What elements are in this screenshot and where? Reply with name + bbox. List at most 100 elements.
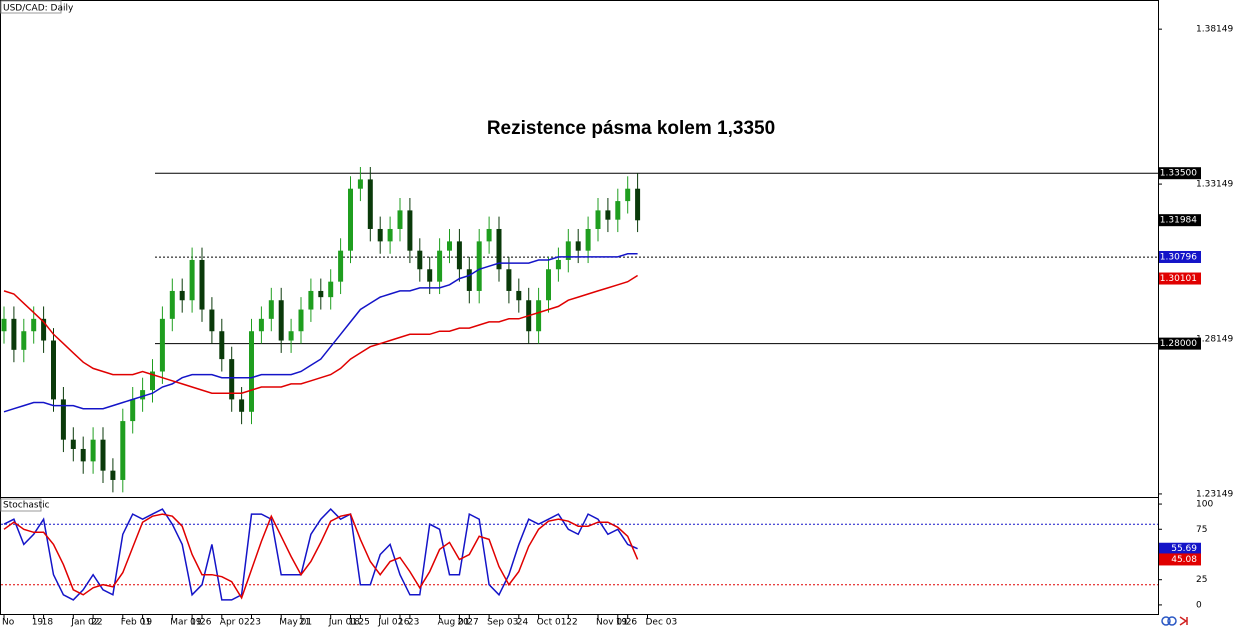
- series-line: [3, 513, 639, 600]
- candle-body: [575, 241, 581, 251]
- x-tick-label: 22: [91, 618, 102, 628]
- y-tick-label: 0: [1196, 600, 1202, 610]
- y-tick-label: 1.23149: [1196, 489, 1233, 499]
- series-line: [3, 253, 638, 413]
- candle-body: [120, 421, 126, 480]
- candle-body: [377, 228, 383, 242]
- candle-body: [546, 269, 551, 301]
- candle-body: [348, 188, 353, 251]
- candle-body: [447, 241, 452, 251]
- candle-body: [199, 259, 205, 310]
- candle-body: [268, 300, 274, 319]
- link-icon[interactable]: [1161, 616, 1171, 626]
- candle-body: [397, 210, 403, 229]
- candle-body: [239, 399, 245, 412]
- candle-body: [328, 281, 334, 298]
- candle-body: [11, 318, 17, 350]
- x-tick-label: 23: [250, 618, 261, 628]
- stochastic-title-box: [0, 498, 42, 512]
- y-tick-label: 75: [1196, 525, 1207, 535]
- price-marker: [1159, 250, 1201, 263]
- x-tick-label: Nov 01: [596, 618, 628, 628]
- toolbar-icons[interactable]: [1161, 616, 1188, 626]
- price-marker: [1159, 272, 1201, 285]
- x-tick-label: 19: [190, 618, 202, 628]
- series-line: [3, 274, 638, 394]
- x-tick-label: Mar 01: [170, 618, 201, 628]
- candle-body: [140, 390, 146, 400]
- price-marker-label: 45.08: [1171, 555, 1197, 565]
- price-marker-label: 1.31984: [1160, 216, 1197, 226]
- candle-body: [51, 340, 56, 400]
- candle-body: [308, 290, 314, 310]
- candle-body: [635, 188, 641, 221]
- y-tick-label: 100: [1196, 500, 1213, 510]
- x-tick-label: 20: [457, 618, 469, 628]
- candle-body: [367, 179, 373, 229]
- candle-body: [298, 309, 304, 332]
- x-tick-label: May 01: [279, 618, 312, 628]
- candle-body: [506, 269, 512, 291]
- x-tick-label: Feb 01: [121, 618, 151, 628]
- candle-body: [21, 331, 27, 350]
- price-marker-label: 1.28000: [1160, 339, 1197, 349]
- stochastic-title: Stochastic: [3, 501, 50, 511]
- x-tick-label: 18: [42, 618, 54, 628]
- candle-body: [357, 179, 363, 189]
- candle-body: [407, 210, 413, 251]
- candle-body: [60, 399, 66, 440]
- candle-body: [595, 210, 601, 229]
- annotation: Rezistence pásma kolem 1,3350: [487, 118, 775, 139]
- x-tick-label: Jul 02: [377, 618, 403, 628]
- x-tick-label: Jan 02: [70, 618, 99, 628]
- x-tick-label: 23: [408, 618, 419, 628]
- marker-arrow: [1161, 217, 1167, 223]
- candle-body: [100, 439, 106, 471]
- x-tick-label: 22: [566, 618, 577, 628]
- candle-body: [476, 241, 482, 291]
- candle-body: [496, 228, 502, 270]
- x-tick-label: Aug 01: [438, 618, 470, 628]
- y-tick-label: 25: [1196, 575, 1207, 585]
- candle-body: [249, 331, 254, 412]
- y-tick-label: 1.28149: [1196, 335, 1233, 345]
- candle-body: [585, 228, 591, 251]
- x-tick-label: Apr 02: [220, 618, 250, 628]
- x-tick-label: 26: [200, 618, 212, 628]
- link-icon-part: [1167, 616, 1177, 626]
- candle-body: [536, 300, 542, 332]
- candle-body: [437, 250, 443, 282]
- x-tick-label: 27: [467, 618, 478, 628]
- candle-body: [90, 439, 96, 462]
- candle-body: [41, 318, 47, 341]
- candle-body: [456, 241, 462, 270]
- candle-body: [159, 318, 165, 372]
- x-tick-label: 16: [398, 618, 410, 628]
- price-marker: [1159, 214, 1201, 227]
- candle-body: [169, 290, 175, 319]
- candle-body: [516, 290, 522, 301]
- candle-body: [278, 300, 284, 341]
- candle-body: [615, 201, 621, 220]
- x-tick-label: 18: [349, 618, 361, 628]
- candle-body: [387, 228, 393, 242]
- x-tick-label: Oct 01: [537, 618, 567, 628]
- x-tick-label: 21: [299, 618, 310, 628]
- candle-body: [605, 210, 611, 220]
- y-tick-label: 1.33149: [1196, 180, 1233, 190]
- x-tick-label: 19: [616, 618, 628, 628]
- candle-body: [209, 309, 215, 332]
- candle-body: [318, 290, 324, 298]
- candle-body: [31, 318, 37, 332]
- candle-body: [1, 318, 7, 332]
- x-tick-label: No: [2, 618, 15, 628]
- scroll-icon[interactable]: [1179, 616, 1188, 626]
- candle-body: [110, 470, 116, 480]
- candle-body: [229, 359, 235, 400]
- candle-body: [219, 331, 225, 360]
- price-marker-label: 1.33500: [1160, 169, 1197, 179]
- series-line: [3, 508, 638, 601]
- candle-body: [130, 399, 136, 422]
- x-tick-label: 25: [358, 618, 369, 628]
- candle-body: [427, 269, 433, 282]
